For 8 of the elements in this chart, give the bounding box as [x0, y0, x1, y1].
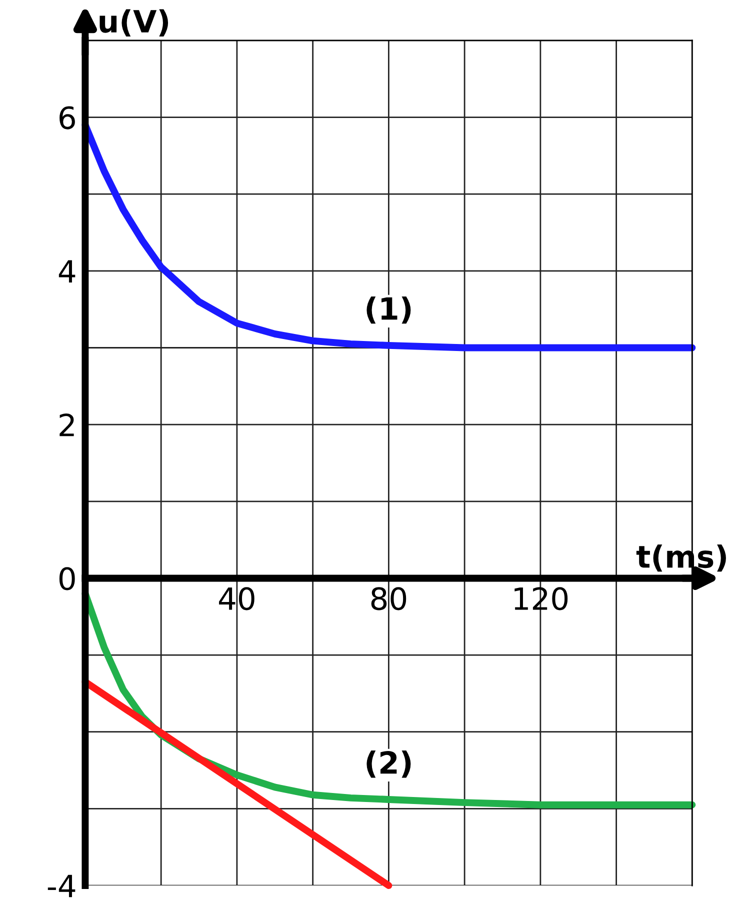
y-tick-label: 2: [60, 414, 74, 436]
series-label: (1): [366, 296, 411, 324]
y-axis-title: u(V): [100, 9, 168, 36]
series-label: (2): [366, 750, 411, 778]
y-tick-label: -4: [48, 874, 76, 898]
y-tick-label: 0: [59, 567, 75, 590]
y-tick-label: 4: [58, 260, 76, 283]
y-tick-label: 6: [60, 106, 75, 130]
